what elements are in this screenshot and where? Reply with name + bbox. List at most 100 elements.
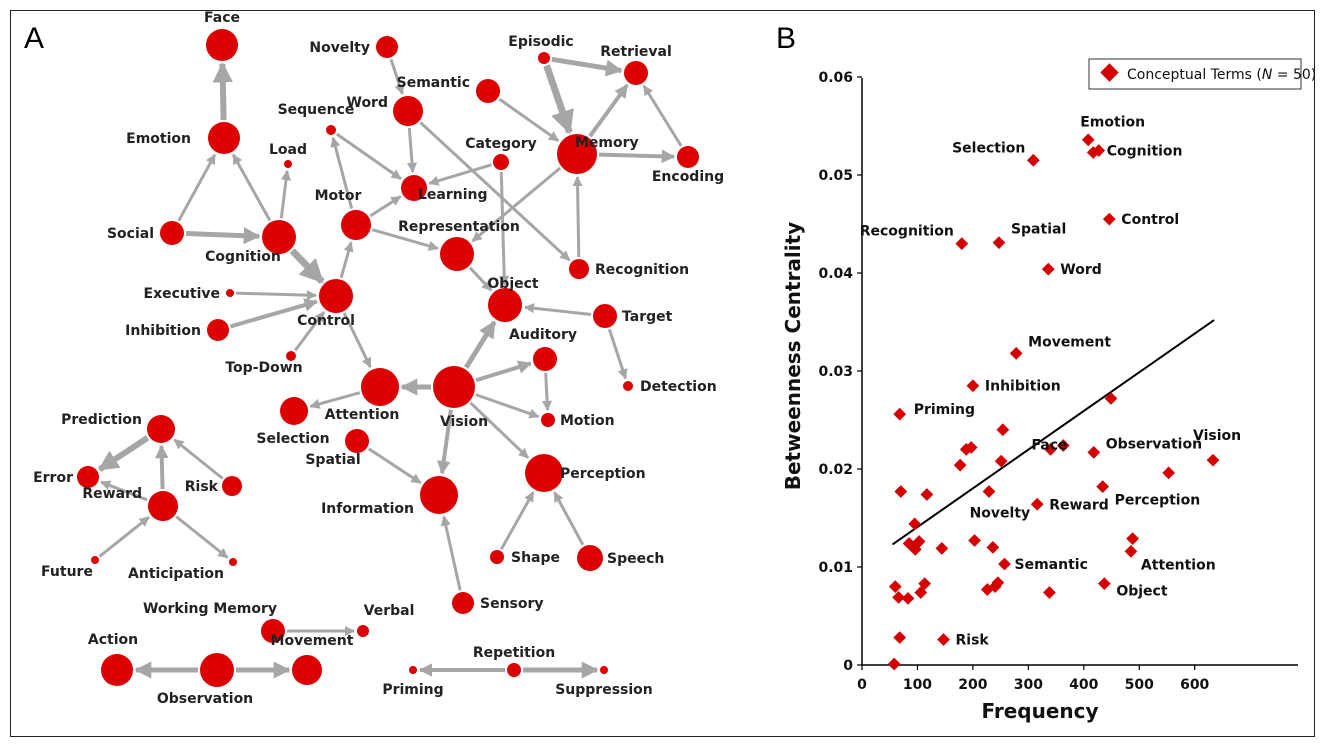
- node-label-shape: Shape: [511, 550, 560, 566]
- node-emotion: [208, 122, 240, 154]
- node-social: [160, 221, 184, 245]
- point-label-word: Word: [1060, 262, 1102, 278]
- node-label-movement: Movement: [271, 633, 354, 649]
- point-label-recognition: Recognition: [860, 224, 954, 240]
- node-label-future: Future: [41, 564, 93, 580]
- node-motion: [541, 413, 555, 427]
- edge-vision-perception: [469, 401, 530, 459]
- legend-box: [1088, 58, 1302, 90]
- point-emotion: [1081, 133, 1095, 147]
- node-label-object: Object: [487, 276, 539, 292]
- node-topdown: [286, 351, 296, 361]
- edge-vision-object: [464, 320, 497, 369]
- edge-topdown-control: [294, 311, 326, 352]
- node-action: [101, 654, 133, 686]
- point: [908, 517, 922, 531]
- node-label-error: Error: [33, 470, 73, 486]
- point-recognition: [955, 237, 969, 250]
- point-label-cognition: Cognition: [1107, 144, 1183, 160]
- edge-social-emotion: [177, 153, 217, 222]
- node-observation: [200, 653, 234, 687]
- x-tick-label: 300: [1014, 677, 1043, 693]
- point-risk: [937, 633, 950, 646]
- node-label-learning: Learning: [418, 187, 488, 203]
- legend-marker-icon: [1100, 63, 1119, 82]
- edge-target-detection: [607, 328, 628, 380]
- node-label-retrieval: Retrieval: [600, 44, 672, 60]
- edge-motor-learning: [369, 195, 402, 218]
- point-word: [1041, 262, 1055, 276]
- node-label-priming: Priming: [382, 682, 443, 698]
- node-speech: [577, 545, 603, 571]
- edge-category-learning: [428, 163, 492, 186]
- node-label-speech: Speech: [607, 551, 664, 567]
- edge-episodic-memory: [543, 64, 574, 135]
- node-label-information: Information: [321, 501, 414, 517]
- edge-cognition-load: [279, 169, 292, 219]
- x-tick-label: 600: [1180, 677, 1209, 693]
- node-label-action: Action: [88, 632, 138, 648]
- point-label-face: Face: [1032, 437, 1068, 453]
- y-tick-label: 0.04: [818, 266, 853, 282]
- point-control: [1102, 212, 1116, 226]
- y-tick-label: 0.01: [818, 560, 853, 576]
- node-target: [593, 304, 617, 328]
- point: [996, 423, 1010, 437]
- node-label-motion: Motion: [560, 413, 615, 429]
- edge-novelty-word: [389, 58, 405, 95]
- node-verbal: [357, 625, 369, 637]
- edge-motor-representation: [371, 228, 439, 251]
- edge-risk-prediction: [173, 438, 224, 480]
- panel-b-letter: B: [776, 22, 797, 55]
- point: [982, 485, 996, 498]
- x-axis-title: Frequency: [981, 699, 1098, 723]
- node-label-prediction: Prediction: [61, 412, 142, 428]
- node-label-inhibition: Inhibition: [125, 323, 201, 339]
- edge-control-attention: [342, 312, 372, 369]
- node-label-topdown: Top-Down: [225, 360, 302, 376]
- point-label-attention: Attention: [1141, 557, 1216, 573]
- node-attention: [361, 368, 399, 406]
- x-tick-label: 400: [1069, 677, 1098, 693]
- point-label-risk: Risk: [956, 633, 990, 649]
- point: [1126, 532, 1139, 545]
- edge-memory-encoding: [598, 149, 676, 164]
- concept-network: Face Emotion Load Social Cognition Executive I…: [33, 10, 724, 707]
- point-label-inhibition: Inhibition: [985, 379, 1061, 395]
- point-selection: [1026, 153, 1040, 167]
- node-perception: [525, 454, 563, 492]
- y-axis-title: Betweenness Centrality: [781, 222, 805, 491]
- node-label-repetition: Repetition: [473, 645, 555, 661]
- node-label-recognition: Recognition: [595, 262, 689, 278]
- node-representation: [440, 237, 474, 271]
- node-motor: [341, 210, 371, 240]
- node-error: [77, 466, 99, 488]
- point-observation: [1087, 445, 1101, 459]
- node-control: [319, 279, 353, 313]
- edge-recognition-memory: [572, 175, 583, 258]
- point-label-movement: Movement: [1028, 334, 1111, 350]
- node-movement: [292, 655, 322, 685]
- point-label-selection: Selection: [952, 140, 1025, 156]
- node-load: [284, 160, 292, 168]
- point-priming: [893, 407, 907, 421]
- node-category: [493, 154, 509, 170]
- edge-attention-selection: [309, 391, 361, 409]
- point-label-control: Control: [1121, 212, 1179, 228]
- edge-sequence-learning: [335, 132, 402, 181]
- edge-shape-perception: [500, 491, 535, 550]
- node-prediction: [147, 415, 175, 443]
- point-inhibition: [966, 379, 980, 393]
- node-recognition: [569, 259, 589, 279]
- edge-category-object: [499, 171, 510, 287]
- point-label-emotion: Emotion: [1080, 115, 1145, 131]
- point-vision: [1206, 453, 1220, 467]
- node-label-suppression: Suppression: [555, 682, 653, 698]
- point: [894, 485, 908, 498]
- edge-control-motor: [339, 241, 354, 279]
- node-novelty: [376, 36, 398, 58]
- node-inhibition: [207, 319, 229, 341]
- point: [888, 580, 902, 593]
- point: [887, 657, 901, 671]
- edge-target-object: [523, 303, 592, 316]
